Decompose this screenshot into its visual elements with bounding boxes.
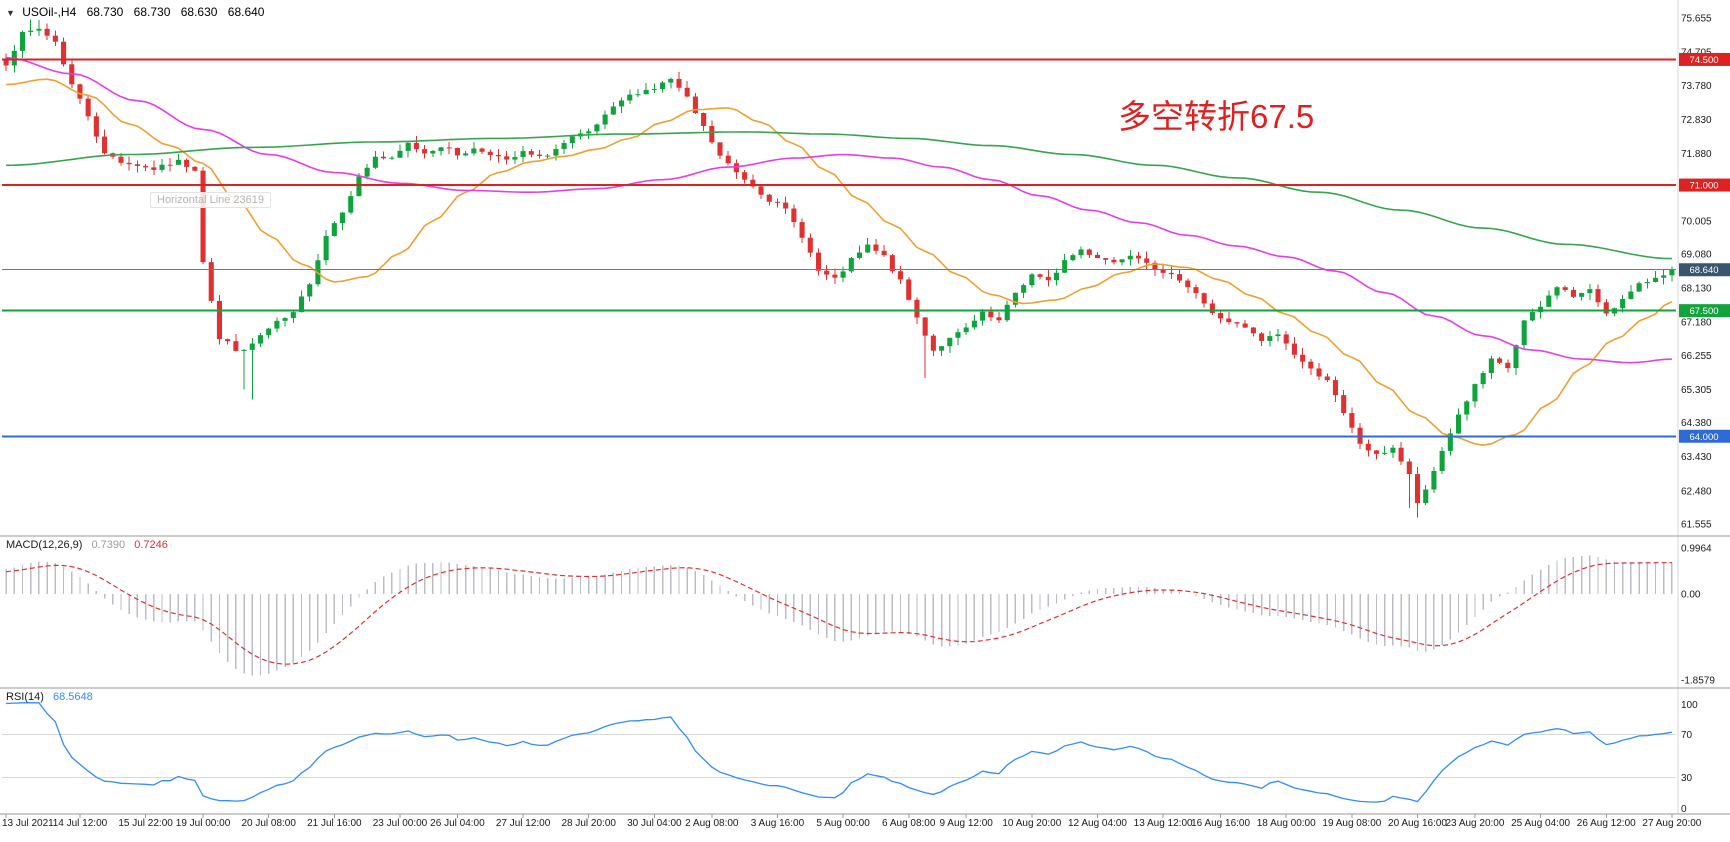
ma-mid-line [6,56,1672,364]
svg-text:-1.8579: -1.8579 [1681,676,1715,687]
svg-text:9 Aug 12:00: 9 Aug 12:00 [939,818,993,829]
svg-text:71.880: 71.880 [1681,149,1712,160]
svg-text:67.180: 67.180 [1681,318,1712,329]
macd-histogram [5,555,1673,676]
svg-text:16 Aug 16:00: 16 Aug 16:00 [1191,818,1250,829]
svg-text:14 Jul 12:00: 14 Jul 12:00 [53,818,108,829]
macd-value-main: 0.7390 [91,539,126,551]
chart-header: ▼ USOil-,H4 68.730 68.730 68.630 68.640 [6,5,264,19]
collapse-arrow-icon[interactable]: ▼ [6,8,15,18]
svg-text:3 Aug 16:00: 3 Aug 16:00 [751,818,805,829]
rsi-panel [2,702,1676,803]
price-badge: 74.500 [1679,52,1730,66]
svg-text:2 Aug 08:00: 2 Aug 08:00 [685,818,739,829]
svg-text:73.780: 73.780 [1681,81,1712,92]
svg-text:13 Jul 2021: 13 Jul 2021 [2,818,54,829]
svg-text:30: 30 [1681,773,1693,784]
svg-text:69.080: 69.080 [1681,249,1712,260]
price-axis: 75.65574.70573.78072.83071.88070.95570.0… [0,0,1730,815]
svg-text:61.555: 61.555 [1681,520,1712,531]
macd-name: MACD(12,26,9) [6,539,83,551]
svg-text:12 Aug 04:00: 12 Aug 04:00 [1068,818,1127,829]
svg-text:6 Aug 08:00: 6 Aug 08:00 [882,818,936,829]
svg-text:21 Jul 16:00: 21 Jul 16:00 [307,818,362,829]
price-badge: 68.640 [1679,263,1730,277]
macd-signal-line [6,562,1672,665]
svg-text:100: 100 [1681,700,1698,711]
ma-slow-line [6,131,1672,260]
svg-text:0.00: 0.00 [1681,590,1701,601]
svg-text:74.500: 74.500 [1689,55,1718,66]
svg-text:71.000: 71.000 [1689,181,1718,192]
svg-text:23 Aug 20:00: 23 Aug 20:00 [1445,818,1504,829]
svg-text:64.000: 64.000 [1689,432,1718,443]
svg-text:20 Aug 16:00: 20 Aug 16:00 [1388,818,1447,829]
svg-text:75.655: 75.655 [1681,14,1712,25]
candlestick-layer[interactable] [3,19,1675,518]
horizontal-line-objects[interactable] [2,58,1676,438]
rsi-value: 68.5648 [52,691,93,703]
macd-indicator-label: MACD(12,26,9) 0.7390 0.7246 [6,539,174,551]
quote-low: 68.630 [180,5,218,19]
svg-text:20 Jul 08:00: 20 Jul 08:00 [241,818,296,829]
svg-text:19 Aug 08:00: 19 Aug 08:00 [1322,818,1381,829]
svg-text:72.830: 72.830 [1681,115,1712,126]
price-badge: 64.000 [1679,429,1730,443]
svg-text:62.480: 62.480 [1681,486,1712,497]
svg-text:0: 0 [1681,804,1687,815]
svg-text:66.255: 66.255 [1681,351,1712,362]
quote-high: 68.730 [133,5,171,19]
object-name-tooltip: Horizontal Line 23619 [150,192,272,208]
price-badge: 71.000 [1679,178,1730,192]
moving-averages [6,56,1673,447]
quote-close: 68.640 [227,5,265,19]
quote-open: 68.730 [86,5,124,19]
svg-text:68.640: 68.640 [1689,265,1718,276]
svg-text:67.500: 67.500 [1689,306,1718,317]
svg-text:27 Aug 20:00: 27 Aug 20:00 [1642,818,1701,829]
trend-annotation[interactable]: 多空转折67.5 [1118,98,1315,135]
svg-text:30 Jul 04:00: 30 Jul 04:00 [627,818,682,829]
svg-text:18 Aug 00:00: 18 Aug 00:00 [1257,818,1316,829]
svg-text:27 Jul 12:00: 27 Jul 12:00 [496,818,551,829]
svg-text:68.130: 68.130 [1681,284,1712,295]
svg-text:26 Jul 04:00: 26 Jul 04:00 [430,818,485,829]
svg-text:0.9964: 0.9964 [1681,544,1712,555]
svg-text:26 Aug 12:00: 26 Aug 12:00 [1577,818,1636,829]
price-badge: 67.500 [1679,304,1730,318]
svg-text:15 Jul 22:00: 15 Jul 22:00 [118,818,173,829]
svg-text:13 Aug 12:00: 13 Aug 12:00 [1134,818,1193,829]
svg-text:10 Aug 20:00: 10 Aug 20:00 [1002,818,1061,829]
rsi-indicator-label: RSI(14) 68.5648 [6,691,99,703]
svg-text:23 Jul 00:00: 23 Jul 00:00 [373,818,428,829]
svg-text:70: 70 [1681,730,1693,741]
macd-value-signal: 0.7246 [134,539,168,551]
ma-fast-line [6,78,1673,447]
svg-text:28 Jul 20:00: 28 Jul 20:00 [561,818,616,829]
svg-text:64.380: 64.380 [1681,418,1712,429]
rsi-name: RSI(14) [6,691,44,703]
svg-text:70.005: 70.005 [1681,216,1712,227]
rsi-line [6,702,1673,803]
svg-text:63.430: 63.430 [1681,452,1712,463]
svg-text:25 Aug 04:00: 25 Aug 04:00 [1511,818,1570,829]
symbol-period-label: USOil-,H4 [22,5,77,19]
svg-text:5 Aug 00:00: 5 Aug 00:00 [816,818,870,829]
svg-text:19 Jul 00:00: 19 Jul 00:00 [176,818,231,829]
svg-text:65.305: 65.305 [1681,385,1712,396]
